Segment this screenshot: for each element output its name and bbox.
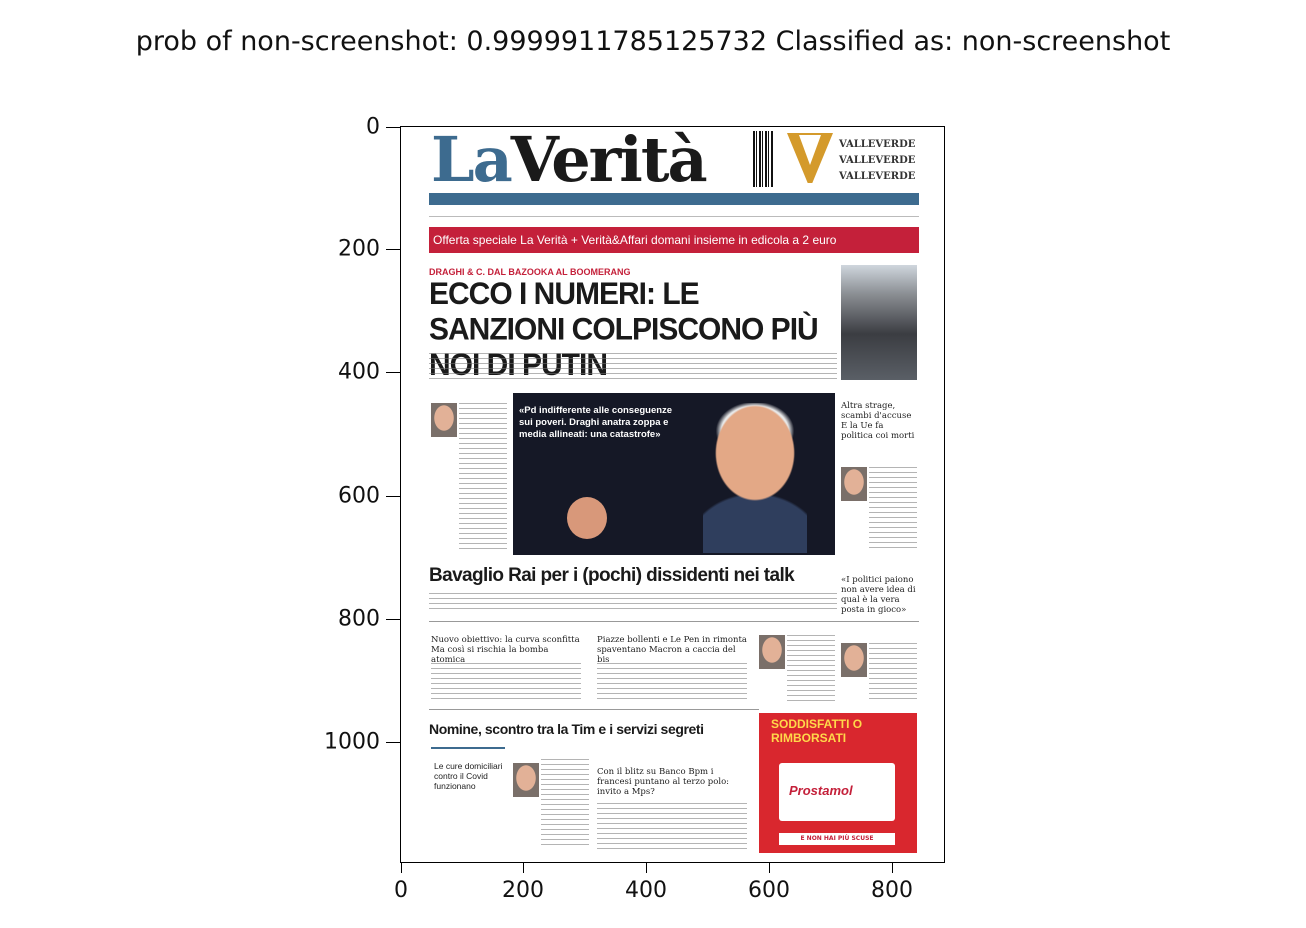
bank-box-head: Con il blitz su Banco Bpm i francesi pun… (597, 767, 730, 797)
side-box-text: Le cure domiciliari contro il Covid funz… (434, 761, 503, 791)
bank-box-text (597, 803, 747, 849)
tim-face (513, 763, 539, 797)
x-tick-label: 400 (625, 878, 667, 903)
tim-headline: Nomine, scontro tra la Tim e i servizi s… (429, 721, 704, 737)
x-tick-label: 800 (871, 878, 913, 903)
rai-headline: Bavaglio Rai per i (pochi) dissidenti ne… (429, 565, 795, 586)
box-mid-text (597, 663, 747, 703)
rule (429, 621, 919, 622)
brand-line: VALLEVERDE (839, 171, 916, 182)
ad-title: SODDISFATTI O RIMBORSATI (771, 717, 863, 745)
ad-product-box (779, 763, 895, 821)
box-right-text (787, 635, 835, 701)
y-tick (386, 619, 400, 620)
prostamol-ad: SODDISFATTI O RIMBORSATI Prostamol E NON… (759, 713, 917, 853)
right-column-head: Altra strage, scambi d'accuse E la Ue fa… (841, 401, 915, 441)
x-tick-label: 0 (394, 878, 408, 903)
x-tick (769, 863, 770, 873)
box-mid-head: Piazze bollenti e Le Pen in rimonta spav… (597, 635, 747, 665)
masthead: LaVerità (431, 129, 708, 191)
box-right-face (759, 635, 785, 669)
tim-text (541, 759, 589, 849)
brand-lines: VALLEVERDE VALLEVERDE VALLEVERDE (839, 137, 915, 185)
image-axes: LaVerità VALLEVERDE VALLEVERDE VALLEVERD… (400, 126, 945, 863)
main-kicker: DRAGHI & C. DAL BAZOOKA AL BOOMERANG (429, 267, 631, 277)
y-tick-label: 0 (366, 114, 380, 140)
brand-line: VALLEVERDE (839, 155, 916, 166)
right-column-face (841, 467, 867, 501)
main-body-text (429, 353, 837, 381)
photo-person (703, 403, 807, 553)
y-tick-label: 600 (338, 483, 380, 509)
box-far-right-face (841, 643, 867, 677)
info-strip (429, 193, 919, 205)
figure-title: prob of non-screenshot: 0.99999117851257… (135, 26, 1171, 57)
box-left-head: Nuovo obiettivo: la curva sconfitta Ma c… (431, 635, 580, 665)
y-tick (386, 249, 400, 250)
sub-strip (429, 209, 919, 217)
box-left-text (431, 663, 581, 703)
brand-line: VALLEVERDE (839, 139, 916, 150)
box-far-right-text (869, 643, 917, 703)
y-tick-label: 400 (338, 359, 380, 385)
y-tick (386, 496, 400, 497)
y-tick-label: 1000 (324, 729, 380, 755)
y-tick-label: 800 (338, 606, 380, 632)
masthead-verita: Verità (510, 126, 708, 196)
main-photo: «Pd indifferente alle conseguenze sui po… (513, 393, 835, 555)
photo-caption: «Pd indifferente alle conseguenze sui po… (519, 405, 673, 440)
x-tick (401, 863, 402, 873)
x-tick-label: 600 (748, 878, 790, 903)
right-quote: «I politici paiono non avere idea di qua… (841, 575, 916, 615)
y-tick (386, 127, 400, 128)
photo-soldiers (841, 265, 917, 380)
x-tick (892, 863, 893, 873)
right-column-text (869, 467, 917, 551)
barcode (753, 131, 773, 187)
ad-footer: E NON HAI PIÙ SCUSE (779, 833, 895, 845)
side-box: Le cure domiciliari contro il Covid funz… (431, 747, 505, 851)
x-tick-label: 200 (502, 878, 544, 903)
left-column-face (431, 403, 457, 437)
y-tick (386, 742, 400, 743)
x-tick (646, 863, 647, 873)
rai-body-text (429, 593, 837, 609)
ad-brand: Prostamol (789, 783, 853, 798)
x-tick (523, 863, 524, 873)
left-column-text (459, 403, 507, 549)
rule (429, 709, 759, 710)
masthead-la: La (431, 126, 513, 196)
photo-hand (567, 497, 607, 539)
promo-banner: Offerta speciale La Verità + Verità&Affa… (429, 227, 919, 253)
newspaper-front-page: LaVerità VALLEVERDE VALLEVERDE VALLEVERD… (401, 127, 944, 862)
y-tick (386, 372, 400, 373)
y-tick-label: 200 (338, 236, 380, 262)
